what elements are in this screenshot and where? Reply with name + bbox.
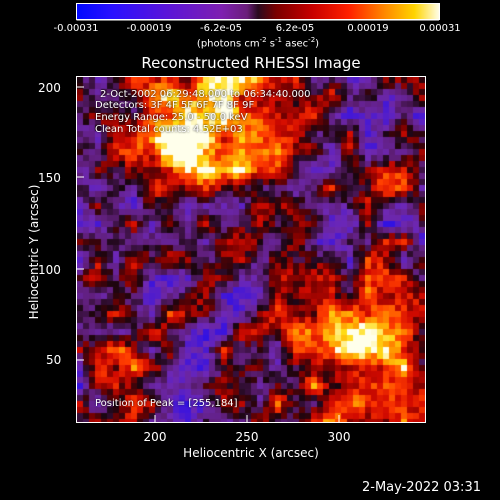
info-detectors: Detectors: 3F 4F 5F 6F 7F 8F 9F (95, 100, 255, 111)
colorbar-tick: -0.00019 (126, 23, 172, 34)
colorbar-tick: -0.00031 (53, 23, 99, 34)
rhessi-image (77, 77, 425, 422)
colorbar (76, 3, 440, 19)
info-clean-counts: Clean Total counts: 4.52E+03 (95, 124, 243, 135)
plot-frame (76, 76, 426, 423)
x-tick-label: 250 (235, 430, 259, 444)
datestamp: 2-May-2022 03:31 (362, 480, 481, 495)
colorbar-tick: -6.2e-05 (200, 23, 242, 34)
x-tick-label: 200 (143, 430, 167, 444)
colorbar-tick: 6.2e-05 (275, 23, 315, 34)
axis-ticks (76, 86, 340, 423)
info-energy-range: Energy Range: 25.0 - 50.0 keV (95, 112, 248, 123)
y-tick-label: 50 (46, 353, 62, 367)
x-tick-label: 300 (327, 430, 351, 444)
y-axis-title: Heliocentric Y (arcsec) (27, 184, 41, 320)
colorbar-tick: 0.00019 (347, 23, 389, 34)
info-peak-position: Position of Peak = [255,184] (95, 398, 238, 409)
y-tick-label: 150 (38, 171, 61, 185)
colorbar-frame (76, 3, 440, 21)
plot-title: Reconstructed RHESSI Image (141, 54, 361, 72)
info-time-range: 2-Oct-2002 06:29:48.000 to 06:34:40.000 (100, 89, 311, 100)
colorbar-tick: 0.00031 (419, 23, 461, 34)
x-axis-title: Heliocentric X (arcsec) (183, 446, 319, 460)
y-tick-label: 100 (38, 263, 61, 277)
y-tick-label: 200 (38, 81, 61, 95)
colorbar-units: (photons cm-2 s-1 asec-2) (196, 36, 320, 50)
